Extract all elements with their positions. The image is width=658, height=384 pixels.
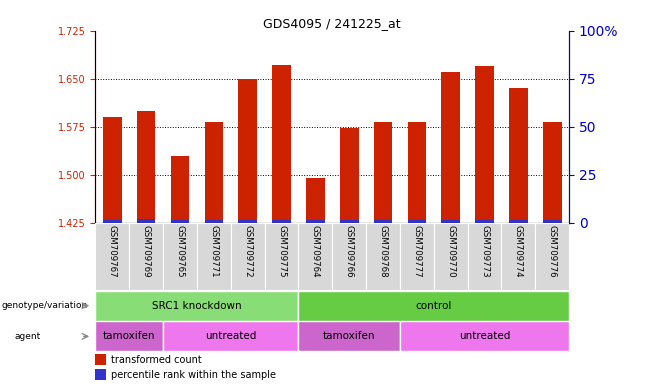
Title: GDS4095 / 241225_at: GDS4095 / 241225_at — [263, 17, 401, 30]
Text: GSM709771: GSM709771 — [209, 225, 218, 277]
Text: GSM709777: GSM709777 — [413, 225, 421, 277]
Bar — [205, 220, 223, 223]
Bar — [442, 72, 460, 223]
Bar — [103, 117, 122, 223]
Bar — [95, 291, 299, 321]
Text: control: control — [416, 301, 452, 311]
Bar — [103, 220, 122, 223]
Text: GSM709773: GSM709773 — [480, 225, 489, 277]
Bar — [163, 321, 299, 351]
Bar — [501, 223, 536, 290]
Bar — [95, 369, 106, 380]
Text: transformed count: transformed count — [111, 354, 201, 365]
Bar — [332, 223, 366, 290]
Bar — [170, 156, 190, 223]
Text: GSM709776: GSM709776 — [547, 225, 557, 277]
Bar — [306, 178, 324, 223]
Text: GSM709765: GSM709765 — [176, 225, 184, 277]
Bar — [407, 220, 426, 223]
Text: SRC1 knockdown: SRC1 knockdown — [152, 301, 241, 311]
Bar — [475, 220, 494, 223]
Bar — [272, 220, 291, 223]
Bar — [299, 291, 569, 321]
Bar — [536, 223, 569, 290]
Bar — [238, 79, 257, 223]
Bar — [407, 122, 426, 223]
Bar — [442, 220, 460, 223]
Bar — [400, 321, 569, 351]
Bar — [95, 223, 129, 290]
Bar — [543, 122, 561, 223]
Bar — [129, 223, 163, 290]
Text: percentile rank within the sample: percentile rank within the sample — [111, 369, 276, 380]
Bar — [374, 220, 392, 223]
Bar — [137, 219, 155, 223]
Bar — [543, 220, 561, 223]
Text: GSM709774: GSM709774 — [514, 225, 523, 277]
Bar — [400, 223, 434, 290]
Bar — [509, 88, 528, 223]
Bar — [374, 122, 392, 223]
Bar — [340, 128, 359, 223]
Text: genotype/variation: genotype/variation — [1, 301, 88, 310]
Text: tamoxifen: tamoxifen — [323, 331, 376, 341]
Text: untreated: untreated — [205, 331, 257, 341]
Bar — [137, 111, 155, 223]
Text: tamoxifen: tamoxifen — [103, 331, 155, 341]
Text: GSM709764: GSM709764 — [311, 225, 320, 277]
Bar — [272, 65, 291, 223]
Bar — [366, 223, 400, 290]
Text: untreated: untreated — [459, 331, 510, 341]
Bar — [238, 220, 257, 223]
Bar — [95, 354, 106, 365]
Text: GSM709772: GSM709772 — [243, 225, 252, 277]
Bar — [434, 223, 468, 290]
Bar — [475, 66, 494, 223]
Text: GSM709768: GSM709768 — [378, 225, 388, 277]
Text: GSM709767: GSM709767 — [108, 225, 117, 277]
Bar — [306, 220, 324, 223]
Text: GSM709766: GSM709766 — [345, 225, 354, 277]
Text: agent: agent — [14, 332, 41, 341]
Text: GSM709770: GSM709770 — [446, 225, 455, 277]
Text: GSM709775: GSM709775 — [277, 225, 286, 277]
Bar — [265, 223, 299, 290]
Text: GSM709769: GSM709769 — [141, 225, 151, 277]
Bar — [170, 220, 190, 223]
Bar — [299, 321, 400, 351]
Bar — [95, 321, 163, 351]
Bar — [509, 220, 528, 223]
Bar — [299, 223, 332, 290]
Bar — [340, 220, 359, 223]
Bar — [163, 223, 197, 290]
Bar — [231, 223, 265, 290]
Bar — [197, 223, 231, 290]
Bar — [468, 223, 501, 290]
Bar — [205, 122, 223, 223]
